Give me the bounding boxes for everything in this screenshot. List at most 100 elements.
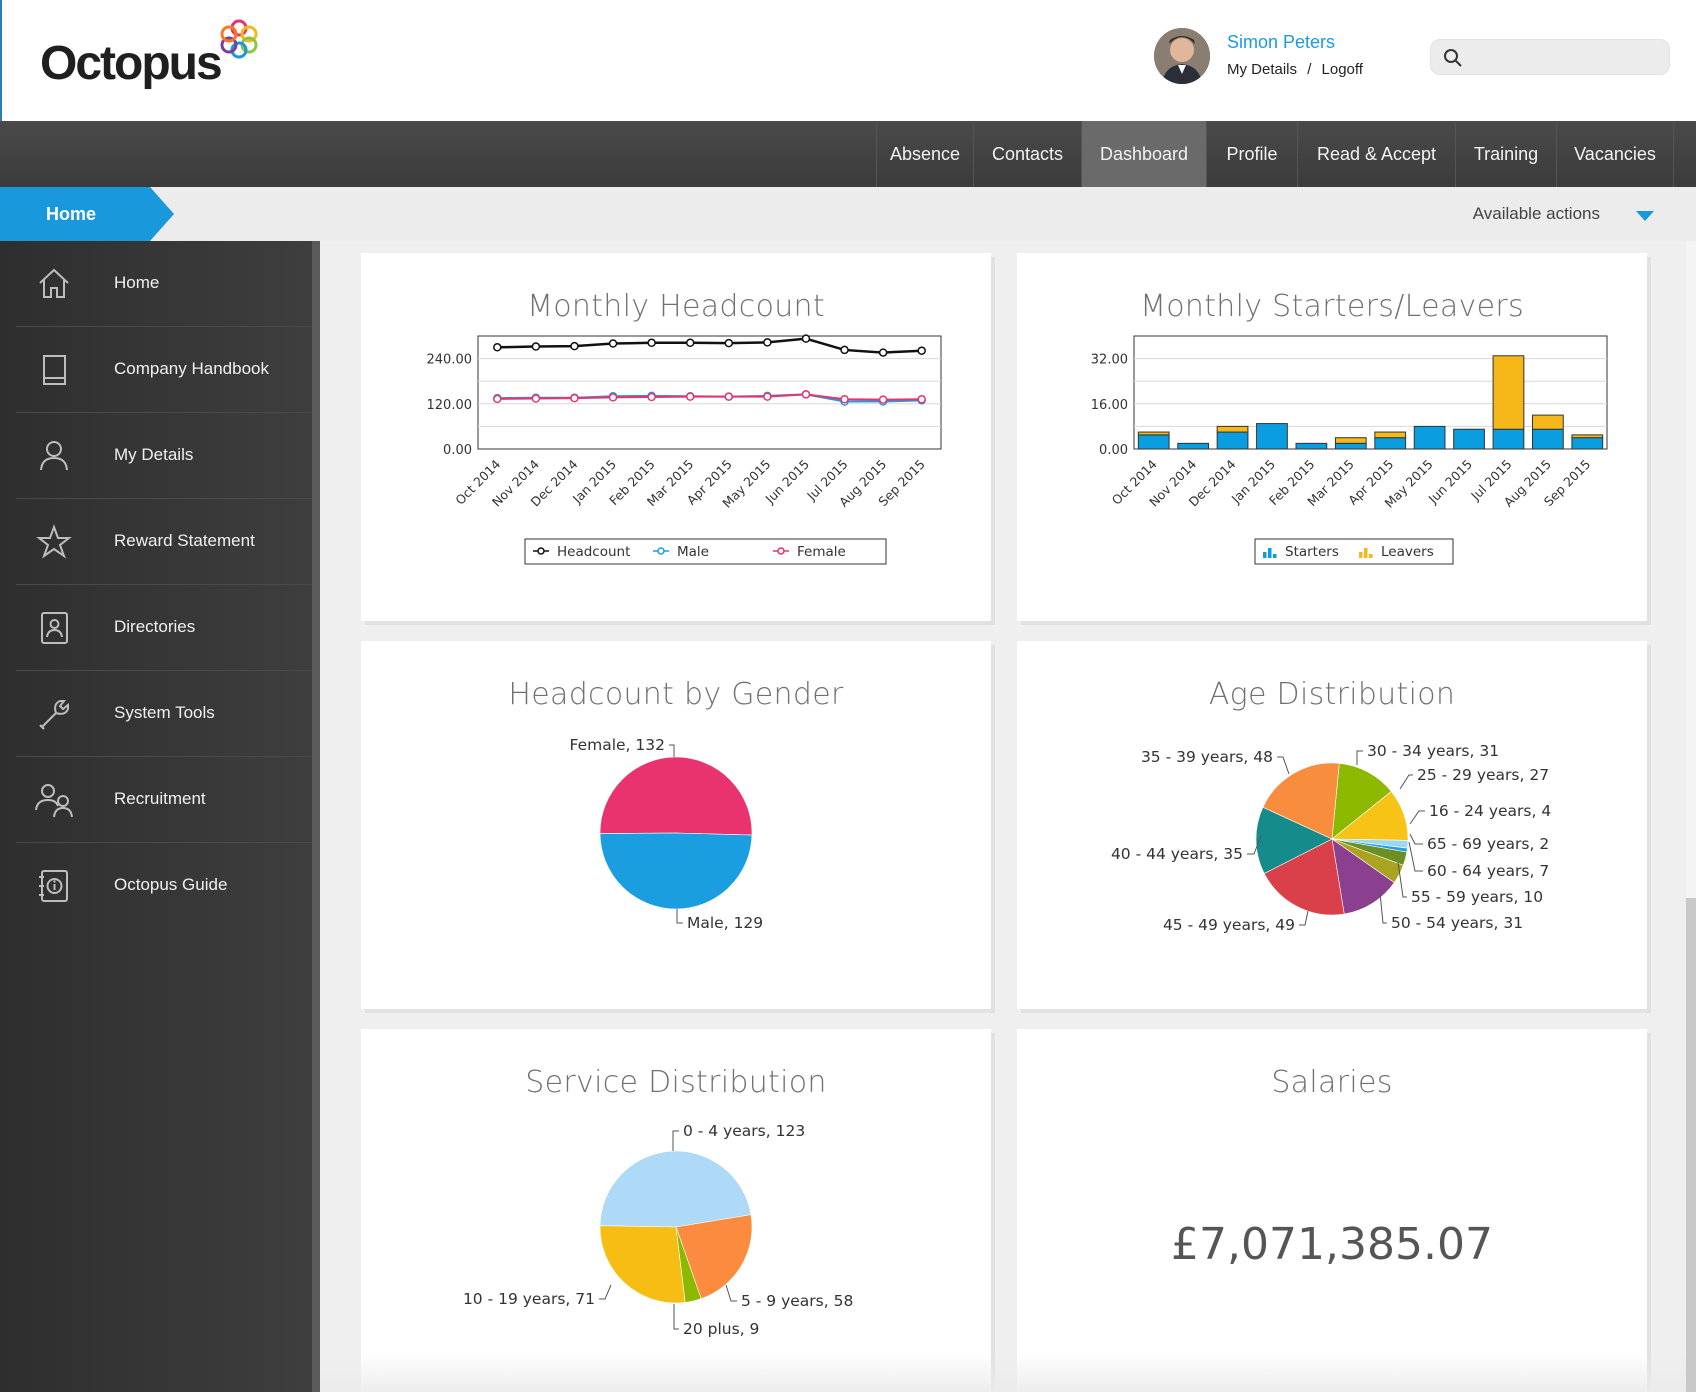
pie-label: 45 - 49 years, 49 [1163, 916, 1295, 934]
sidebar-item-company-handbook[interactable]: Company Handbook [16, 327, 312, 413]
pie-leader-line [1409, 810, 1425, 825]
tab-training[interactable]: Training [1455, 121, 1556, 187]
sidebar-item-home[interactable]: Home [16, 241, 312, 327]
search-input[interactable] [1471, 46, 1661, 70]
legend-label: Leavers [1381, 544, 1434, 560]
pie-slice [1255, 806, 1333, 874]
tab-dashboard[interactable]: Dashboard [1081, 121, 1206, 187]
bar-starters [1216, 431, 1249, 450]
sidebar-item-my-details[interactable]: My Details [16, 413, 312, 499]
bar-starters [1295, 442, 1328, 450]
legend-label: Starters [1285, 544, 1339, 560]
pie-label: 25 - 29 years, 27 [1417, 766, 1549, 784]
salaries-total: £7,071,385.07 [1171, 1219, 1493, 1270]
y-tick-label: 16.00 [1091, 398, 1128, 413]
pie-leader-line [1397, 861, 1407, 898]
sidebar-item-directories[interactable]: Directories [16, 585, 312, 671]
pie-label: 60 - 64 years, 7 [1427, 862, 1549, 880]
search-icon [1444, 49, 1462, 67]
age-card: Age Distribution 30 - 34 years, 31 25 - 2… [1017, 641, 1647, 1009]
bar-starters [1256, 423, 1288, 450]
sidebar-item-label: Octopus Guide [114, 875, 228, 894]
pie-leader-line [1409, 833, 1423, 845]
pie-label: Male, 129 [687, 914, 763, 932]
bar-starters [1492, 428, 1525, 450]
avatar[interactable] [1154, 28, 1210, 84]
data-point-headcount [647, 338, 656, 348]
starters-leavers-card: Monthly Starters/Leavers 0.00 16.00 32.00 O… [1017, 253, 1647, 621]
header: Octopus Simon Peters [0, 0, 1696, 121]
salaries-title: Salaries [1271, 1065, 1393, 1100]
tab-profile[interactable]: Profile [1206, 121, 1297, 187]
scrollbar-thumb[interactable] [1686, 898, 1696, 1392]
chart-title: Age Distribution [1208, 677, 1456, 712]
user-links: My Details / Logoff [1227, 61, 1369, 78]
chevron-down-icon[interactable] [1636, 211, 1654, 221]
pie-label: 35 - 39 years, 48 [1141, 748, 1273, 766]
user-icon [40, 441, 68, 471]
pie-label: 55 - 59 years, 10 [1411, 888, 1543, 906]
pie-slice [1331, 763, 1392, 840]
scrollbar[interactable] [1686, 241, 1696, 1392]
legend-bar-icon [1263, 548, 1277, 558]
sidebar-item-reward-statement[interactable]: Reward Statement [16, 499, 312, 585]
pie-slice [675, 1214, 753, 1300]
breadcrumb-home[interactable]: Home [0, 187, 150, 241]
sidebar-item-label: Reward Statement [114, 531, 255, 550]
legend-box [1254, 538, 1454, 565]
pie-slice [1331, 838, 1395, 915]
my-details-link[interactable]: My Details [1227, 61, 1298, 78]
plot-area [1133, 335, 1608, 450]
series-line-female [497, 393, 922, 401]
data-point-female [724, 392, 734, 401]
sidebar-item-label: Recruitment [114, 789, 206, 808]
data-point-headcount [493, 343, 502, 352]
bar-starters [1374, 437, 1407, 450]
search-box[interactable] [1430, 39, 1670, 75]
y-tick-label: 0.00 [1099, 443, 1128, 458]
bar-starters [1532, 428, 1564, 450]
user-name-link[interactable]: Simon Peters [1227, 32, 1336, 52]
tab-contacts[interactable]: Contacts [973, 121, 1081, 187]
octopus-logo[interactable]: Octopus [40, 19, 280, 100]
gender-card: Headcount by Gender Female, 132 Male, 129 [361, 641, 991, 1009]
bar-leavers [1532, 414, 1564, 430]
data-point-female [608, 393, 618, 402]
pie-leader-line [676, 909, 683, 924]
bar-leavers [1492, 355, 1525, 430]
data-point-headcount [840, 345, 849, 355]
legend-bar-mark [1268, 548, 1272, 558]
pie-leader-line [1379, 892, 1387, 924]
pie-label: 10 - 19 years, 71 [463, 1290, 595, 1308]
chart-title: Service Distribution [525, 1065, 827, 1100]
y-tick-label: 120.00 [427, 398, 473, 413]
sidebar-item-system-tools[interactable]: System Tools [16, 671, 312, 757]
sidebar-item-recruitment[interactable]: Recruitment [16, 757, 312, 843]
logo-flower-icon [220, 19, 258, 59]
chart-legend: Headcount Male Female [524, 538, 887, 565]
tab-absence[interactable]: Absence [876, 121, 973, 187]
data-point-female [840, 395, 849, 404]
pie-slice [1262, 762, 1340, 840]
logoff-link[interactable]: Logoff [1321, 61, 1363, 78]
bar-starters [1177, 442, 1209, 450]
age-pie-chart: 30 - 34 years, 31 25 - 29 years, 27 16 - 2… [1111, 742, 1551, 934]
data-point-female [493, 394, 502, 404]
pie-label: 50 - 54 years, 31 [1391, 914, 1523, 932]
bar-leavers [1137, 431, 1170, 436]
sidebar-item-octopus-guide[interactable]: Octopus Guide [16, 843, 312, 929]
dashboard-content: Monthly Headcount 0.00 120.00 240.00 Oct 20… [320, 241, 1696, 1392]
pie-leader-line [1399, 774, 1413, 790]
sidebar-item-label: Directories [114, 617, 196, 636]
available-actions-button[interactable]: Available actions [1472, 204, 1600, 223]
service-card: Service Distribution 0 - 4 years, 123 5 -… [361, 1029, 991, 1392]
star-icon [36, 524, 72, 559]
contact-card-icon [41, 612, 68, 644]
pie-slice [599, 1225, 686, 1304]
tab-vacancies[interactable]: Vacancies [1556, 121, 1674, 187]
data-point-headcount [801, 334, 811, 343]
tab-read-accept[interactable]: Read & Accept [1297, 121, 1455, 187]
pie-slice [599, 756, 753, 836]
